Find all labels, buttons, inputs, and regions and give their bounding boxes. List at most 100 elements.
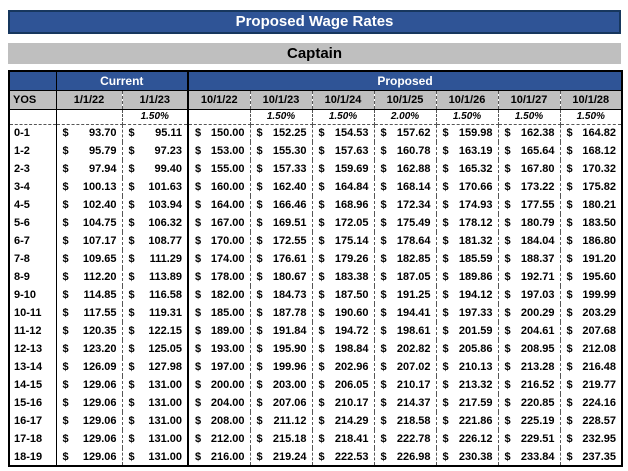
wage-value: 204.61 — [520, 325, 555, 337]
wage-cell: $202.82 — [374, 340, 437, 358]
wage-value: 178.64 — [396, 235, 431, 247]
currency-symbol: $ — [504, 450, 511, 463]
wage-value: 175.14 — [334, 235, 369, 247]
currency-symbol: $ — [62, 307, 69, 319]
wage-value: 162.88 — [396, 163, 431, 175]
wage-value: 222.78 — [396, 433, 431, 445]
currency-symbol: $ — [256, 415, 263, 427]
currency-symbol: $ — [380, 289, 387, 301]
currency-symbol: $ — [318, 397, 325, 409]
wage-value: 103.94 — [148, 199, 182, 211]
table-row: 4-5 $102.40 $103.94 $164.00 $166.46 $168.96 $1… — [9, 196, 623, 214]
table-row: 8-9 $112.20 $113.89 $178.00 $180.67 $183.38 $1… — [9, 268, 623, 286]
wage-cell: $219.24 — [250, 448, 313, 466]
wage-cell: $226.12 — [436, 430, 499, 448]
currency-symbol: $ — [318, 217, 325, 229]
wage-value: 170.00 — [210, 235, 245, 247]
wage-cell: $187.05 — [374, 268, 437, 286]
currency-symbol: $ — [380, 127, 387, 140]
currency-symbol: $ — [318, 163, 325, 175]
date-header-row: YOS 1/1/22 1/1/23 10/1/22 10/1/23 10/1/24 10/… — [9, 90, 623, 110]
wage-cell: $178.64 — [374, 232, 437, 250]
date-header-10-1-26: 10/1/26 — [436, 90, 499, 110]
currency-symbol: $ — [318, 127, 325, 140]
wage-value: 198.84 — [334, 343, 369, 355]
wage-cell: $172.34 — [374, 196, 437, 214]
wage-cell: $113.89 — [122, 268, 189, 286]
wage-cell: $95.79 — [56, 142, 123, 160]
currency-symbol: $ — [195, 397, 202, 409]
wage-cell: $164.84 — [312, 178, 375, 196]
wage-value: 221.86 — [458, 415, 493, 427]
currency-symbol: $ — [128, 271, 135, 283]
wage-cell: $185.59 — [436, 250, 499, 268]
currency-symbol: $ — [442, 361, 449, 373]
wage-cell: $182.00 — [188, 286, 251, 304]
wage-cell: $182.85 — [374, 250, 437, 268]
wage-value: 206.05 — [334, 379, 369, 391]
yos-cell: 15-16 — [9, 394, 57, 412]
currency-symbol: $ — [566, 127, 573, 140]
wage-cell: $104.75 — [56, 214, 123, 232]
wage-cell: $199.99 — [560, 286, 623, 304]
wage-value: 119.31 — [148, 307, 182, 319]
wage-value: 159.69 — [334, 163, 369, 175]
wage-value: 207.68 — [582, 325, 617, 337]
currency-symbol: $ — [128, 181, 135, 193]
wage-cell: $126.09 — [56, 358, 123, 376]
currency-symbol: $ — [62, 397, 69, 409]
wage-value: 131.00 — [148, 433, 182, 445]
wage-cell: $159.69 — [312, 160, 375, 178]
currency-symbol: $ — [380, 217, 387, 229]
wage-value: 183.38 — [334, 271, 369, 283]
wage-value: 178.00 — [210, 271, 245, 283]
wage-value: 213.28 — [520, 361, 555, 373]
currency-symbol: $ — [566, 235, 573, 247]
wage-value: 233.84 — [520, 450, 555, 463]
currency-symbol: $ — [318, 361, 325, 373]
wage-table-body: 0-1 $93.70 $95.11 $150.00 $152.25 $154.53 $157… — [9, 124, 623, 466]
wage-cell: $159.98 — [436, 124, 499, 142]
wage-cell: $186.80 — [560, 232, 623, 250]
wage-value: 99.40 — [154, 163, 182, 175]
increase-percent-cell: 1.50% — [122, 109, 189, 125]
wage-cell: $212.00 — [188, 430, 251, 448]
currency-symbol: $ — [256, 127, 263, 140]
wage-value: 218.58 — [396, 415, 431, 427]
wage-value: 170.66 — [458, 181, 493, 193]
currency-symbol: $ — [442, 181, 449, 193]
currency-symbol: $ — [318, 271, 325, 283]
date-header-10-1-25: 10/1/25 — [374, 90, 437, 110]
wage-value: 193.00 — [210, 343, 245, 355]
wage-cell: $200.00 — [188, 376, 251, 394]
wage-value: 219.24 — [272, 450, 307, 463]
currency-symbol: $ — [566, 433, 573, 445]
wage-cell: $157.62 — [374, 124, 437, 142]
wage-value: 185.59 — [458, 253, 493, 265]
wage-cell: $194.41 — [374, 304, 437, 322]
yos-cell: 1-2 — [9, 142, 57, 160]
group-header-current: Current — [56, 71, 189, 91]
increase-percent-cell — [56, 109, 123, 125]
wage-cell: $168.96 — [312, 196, 375, 214]
wage-cell: $192.71 — [498, 268, 561, 286]
date-header-10-1-22: 10/1/22 — [188, 90, 251, 110]
wage-value: 194.41 — [396, 307, 431, 319]
currency-symbol: $ — [442, 450, 449, 463]
yos-column-header: YOS — [9, 90, 57, 110]
currency-symbol: $ — [566, 361, 573, 373]
wage-cell: $131.00 — [122, 430, 189, 448]
yos-cell: 14-15 — [9, 376, 57, 394]
wage-value: 159.98 — [458, 127, 493, 140]
currency-symbol: $ — [504, 253, 511, 265]
currency-symbol: $ — [504, 181, 511, 193]
wage-cell: $194.12 — [436, 286, 499, 304]
currency-symbol: $ — [128, 235, 135, 247]
currency-symbol: $ — [256, 343, 263, 355]
currency-symbol: $ — [62, 217, 69, 229]
wage-value: 191.20 — [582, 253, 617, 265]
currency-symbol: $ — [504, 127, 511, 140]
wage-cell: $165.64 — [498, 142, 561, 160]
wage-value: 155.30 — [272, 145, 307, 157]
wage-cell: $184.73 — [250, 286, 313, 304]
